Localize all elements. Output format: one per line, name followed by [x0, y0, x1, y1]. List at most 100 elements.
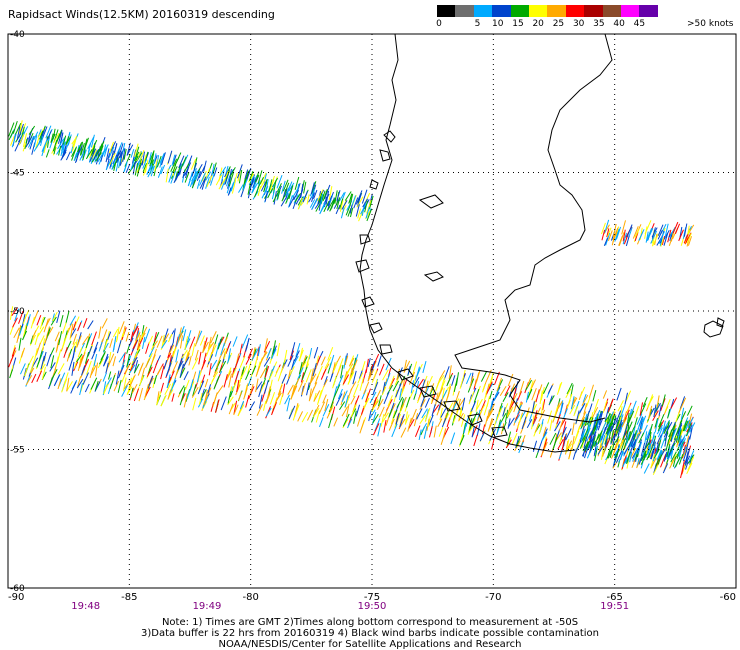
- wind-barb: [103, 144, 107, 154]
- wind-barb: [361, 361, 366, 371]
- wind-barb: [627, 441, 633, 452]
- wind-barb: [75, 149, 80, 162]
- wind-barb: [167, 389, 172, 400]
- wind-barb: [94, 362, 99, 377]
- wind-barb: [618, 438, 625, 452]
- wind-barb: [376, 398, 384, 410]
- wind-barb: [170, 158, 178, 172]
- wind-barb: [276, 183, 282, 192]
- wind-barb: [134, 163, 139, 176]
- wind-barb: [288, 366, 295, 377]
- wind-barb: [171, 154, 176, 166]
- wind-barb: [473, 434, 478, 447]
- wind-barb: [112, 328, 119, 338]
- wind-barb: [90, 149, 98, 161]
- wind-barb: [480, 400, 486, 412]
- wind-barb: [597, 418, 604, 431]
- wind-barb: [620, 438, 626, 451]
- wind-barb: [263, 178, 268, 192]
- wind-barb: [337, 388, 343, 400]
- wind-barb: [662, 420, 666, 433]
- wind-barb: [85, 336, 91, 349]
- wind-barb: [41, 146, 46, 157]
- wind-barb: [644, 431, 648, 445]
- wind-barb: [511, 432, 518, 445]
- wind-barb: [620, 403, 626, 418]
- wind-barb: [528, 380, 534, 394]
- wind-barb: [335, 393, 343, 406]
- wind-barb: [137, 334, 141, 349]
- wind-barb: [311, 181, 317, 194]
- wind-barb: [388, 375, 395, 389]
- wind-barb: [125, 163, 131, 174]
- wind-barb: [450, 432, 456, 445]
- wind-barb: [547, 410, 553, 424]
- wind-barb: [105, 362, 109, 374]
- wind-barb: [258, 384, 263, 398]
- wind-barb: [602, 390, 608, 399]
- wind-barb: [593, 398, 600, 413]
- wind-barb: [135, 331, 141, 342]
- wind-barb: [281, 191, 288, 202]
- wind-barb: [639, 403, 647, 416]
- wind-barb: [243, 388, 248, 400]
- wind-barb: [643, 440, 649, 452]
- wind-barb: [677, 427, 682, 441]
- wind-barb: [333, 417, 339, 427]
- wind-barb: [623, 411, 628, 423]
- wind-barb: [111, 156, 117, 170]
- wind-barb: [70, 328, 77, 338]
- wind-barb: [264, 338, 268, 352]
- wind-barb: [214, 334, 219, 345]
- wind-barb: [447, 386, 452, 398]
- wind-barb: [674, 223, 681, 235]
- wind-barb: [156, 155, 162, 168]
- wind-barb: [634, 406, 640, 419]
- wind-barb: [310, 373, 317, 384]
- wind-barb: [356, 415, 362, 427]
- wind-barb: [82, 336, 89, 345]
- wind-barb: [663, 422, 670, 435]
- wind-barb: [84, 351, 90, 364]
- wind-barb: [483, 402, 489, 416]
- wind-barb: [227, 391, 232, 404]
- wind-barb: [172, 154, 177, 165]
- wind-barb: [320, 368, 327, 380]
- wind-barb: [239, 343, 243, 355]
- wind-barb: [318, 196, 322, 211]
- wind-barb: [77, 376, 82, 387]
- wind-barb: [432, 404, 440, 414]
- wind-barb: [70, 323, 74, 338]
- wind-barb: [323, 200, 330, 213]
- wind-barb: [61, 149, 67, 160]
- wind-barb: [543, 438, 548, 449]
- wind-barb: [14, 139, 21, 152]
- wind-barb: [542, 399, 546, 411]
- wind-barb: [30, 335, 34, 345]
- wind-barb: [654, 417, 659, 428]
- map-border: [7, 33, 737, 589]
- wind-barb: [219, 360, 227, 373]
- wind-barb: [248, 401, 256, 412]
- wind-barb: [247, 361, 252, 374]
- wind-barb: [677, 429, 682, 443]
- wind-barb: [593, 433, 600, 447]
- wind-barb: [231, 180, 237, 194]
- wind-barb: [130, 156, 136, 170]
- wind-barb: [666, 443, 671, 458]
- wind-barb: [311, 188, 316, 199]
- wind-barb: [367, 358, 371, 368]
- wind-barb: [655, 443, 659, 454]
- wind-barb: [465, 372, 472, 385]
- wind-barb: [593, 409, 601, 422]
- wind-barb: [636, 413, 643, 425]
- wind-barb: [166, 374, 171, 388]
- wind-barb: [614, 228, 620, 242]
- wind-barb: [128, 377, 132, 390]
- wind-barb: [259, 179, 266, 190]
- wind-barb: [82, 149, 86, 161]
- wind-barb: [320, 356, 326, 366]
- wind-barb: [632, 226, 639, 239]
- wind-barb: [459, 435, 465, 446]
